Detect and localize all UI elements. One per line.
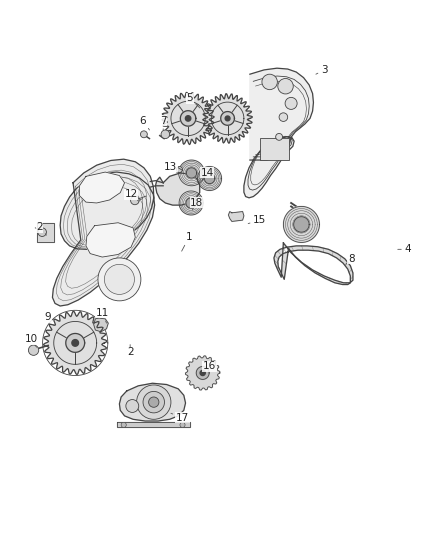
Polygon shape (186, 198, 196, 208)
Polygon shape (155, 173, 200, 205)
Polygon shape (179, 160, 205, 186)
Text: 17: 17 (171, 413, 189, 423)
Polygon shape (66, 334, 85, 352)
Circle shape (137, 385, 171, 419)
Text: 14: 14 (200, 168, 214, 181)
Circle shape (276, 133, 283, 140)
Polygon shape (221, 111, 234, 125)
Circle shape (126, 400, 139, 413)
Text: 18: 18 (190, 198, 203, 210)
Text: 2: 2 (127, 345, 134, 357)
Circle shape (148, 397, 159, 407)
Circle shape (262, 74, 277, 90)
Circle shape (38, 228, 46, 237)
Circle shape (278, 78, 293, 94)
Polygon shape (294, 217, 309, 232)
Polygon shape (244, 68, 314, 198)
Polygon shape (196, 367, 209, 379)
Polygon shape (225, 116, 230, 121)
Polygon shape (72, 340, 78, 346)
Circle shape (279, 113, 288, 122)
Polygon shape (79, 172, 124, 203)
Polygon shape (179, 191, 203, 215)
Polygon shape (36, 223, 54, 241)
Polygon shape (283, 206, 319, 243)
Text: 2: 2 (36, 222, 46, 235)
Text: 12: 12 (124, 189, 139, 201)
Text: 3: 3 (316, 65, 328, 75)
Text: 5: 5 (187, 93, 200, 108)
Circle shape (285, 98, 297, 109)
Text: 11: 11 (95, 308, 109, 323)
Text: 10: 10 (25, 335, 38, 347)
Text: 1: 1 (182, 232, 192, 251)
Polygon shape (205, 173, 215, 184)
Circle shape (141, 131, 147, 138)
Polygon shape (94, 318, 108, 332)
Circle shape (143, 391, 165, 413)
Circle shape (98, 258, 141, 301)
Polygon shape (185, 116, 191, 121)
Text: 4: 4 (398, 244, 411, 254)
Circle shape (177, 166, 183, 173)
Polygon shape (86, 223, 135, 257)
Text: 8: 8 (346, 254, 354, 264)
Circle shape (180, 422, 185, 427)
Circle shape (131, 196, 139, 205)
Text: 6: 6 (140, 116, 149, 130)
Polygon shape (200, 370, 205, 376)
Text: 7: 7 (160, 116, 166, 130)
Circle shape (104, 264, 134, 294)
Circle shape (161, 130, 170, 139)
Polygon shape (229, 212, 244, 221)
Polygon shape (43, 311, 107, 375)
Polygon shape (162, 93, 214, 144)
Polygon shape (186, 356, 220, 390)
Polygon shape (203, 94, 252, 143)
Text: 13: 13 (164, 162, 177, 173)
Circle shape (28, 345, 39, 356)
Polygon shape (274, 243, 353, 285)
Polygon shape (120, 383, 186, 421)
Polygon shape (187, 168, 197, 178)
Polygon shape (198, 166, 222, 190)
FancyBboxPatch shape (260, 138, 289, 160)
Circle shape (121, 422, 126, 427)
Text: 9: 9 (45, 312, 53, 325)
Polygon shape (117, 422, 190, 427)
Text: 16: 16 (203, 361, 216, 371)
Polygon shape (180, 111, 196, 126)
Text: 15: 15 (248, 215, 266, 225)
Polygon shape (53, 159, 155, 306)
